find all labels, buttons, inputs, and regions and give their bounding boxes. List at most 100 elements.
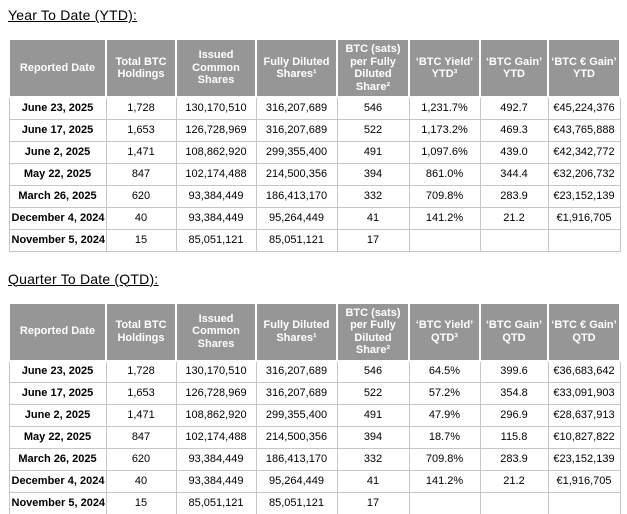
table-cell: 141.2%	[408, 470, 481, 493]
table-cell: June 17, 2025	[8, 118, 107, 142]
column-header-btc-sats-per-share: BTC (sats) per Fully Diluted Share²	[336, 301, 410, 362]
table-cell	[479, 228, 549, 252]
table-cell: 17	[336, 228, 410, 252]
column-header-btc-gain: ‘BTC Gain’ QTD	[479, 301, 549, 362]
table-row: June 23, 2025 1,728 130,170,510 316,207,689…	[8, 360, 621, 383]
column-header-btc-yield: ‘BTC Yield’ QTD³	[408, 301, 481, 362]
table-row: June 2, 2025 1,471 108,862,920 299,355,400 4…	[8, 140, 621, 164]
column-header-fully-diluted-shares: Fully Diluted Shares¹	[255, 38, 338, 98]
column-header-btc-eur-gain: ‘BTC € Gain’ YTD	[547, 38, 621, 98]
table-cell: 102,174,488	[175, 162, 257, 186]
table-row: November 5, 2024 15 85,051,121 85,051,121 17	[8, 492, 621, 514]
table-cell: 1,231.7%	[408, 96, 481, 120]
table-cell: 522	[336, 382, 410, 405]
table-cell: 126,728,969	[175, 118, 257, 142]
table-cell: 141.2%	[408, 206, 481, 230]
column-header-issued-common-shares: Issued Common Shares	[175, 301, 257, 362]
table-row: June 2, 2025 1,471 108,862,920 299,355,400 4…	[8, 404, 621, 427]
table-cell: 186,413,170	[255, 184, 338, 208]
table-cell: 214,500,356	[255, 162, 338, 186]
table-cell: 85,051,121	[175, 228, 257, 252]
table-cell: 1,653	[105, 118, 177, 142]
table-row: June 23, 2025 1,728 130,170,510 316,207,689…	[8, 96, 621, 120]
table-cell: €23,152,139	[547, 184, 621, 208]
table-cell: 102,174,488	[175, 426, 257, 449]
table-cell: 15	[105, 228, 177, 252]
ytd-section-title: Year To Date (YTD):	[8, 7, 138, 23]
table-cell: 394	[336, 162, 410, 186]
table-cell: 1,728	[105, 96, 177, 120]
table-cell: June 2, 2025	[8, 404, 107, 427]
table-cell: November 5, 2024	[8, 492, 107, 514]
table-cell: 316,207,689	[255, 96, 338, 120]
table-cell: 354.8	[479, 382, 549, 405]
table-cell: June 2, 2025	[8, 140, 107, 164]
ytd-header-row: Reported Date Total BTC Holdings Issued …	[8, 38, 621, 98]
table-cell: December 4, 2024	[8, 206, 107, 230]
table-cell: 17	[336, 492, 410, 514]
table-cell: 399.6	[479, 360, 549, 383]
table-cell: 21.2	[479, 470, 549, 493]
table-cell: 709.8%	[408, 448, 481, 471]
table-cell: 47.9%	[408, 404, 481, 427]
table-cell: 64.5%	[408, 360, 481, 383]
table-cell: €36,683,642	[547, 360, 621, 383]
table-cell: 299,355,400	[255, 140, 338, 164]
qtd-table: Reported Date Total BTC Holdings Issued …	[8, 301, 621, 514]
table-row: December 4, 2024 40 93,384,449 95,264,449 41…	[8, 206, 621, 230]
table-cell	[547, 228, 621, 252]
table-cell: 95,264,449	[255, 206, 338, 230]
table-cell: 709.8%	[408, 184, 481, 208]
column-header-reported-date: Reported Date	[8, 301, 107, 362]
table-cell: 1,471	[105, 404, 177, 427]
table-cell: 1,471	[105, 140, 177, 164]
table-cell: 344.4	[479, 162, 549, 186]
table-cell: 41	[336, 206, 410, 230]
table-cell: March 26, 2025	[8, 184, 107, 208]
table-cell: 620	[105, 448, 177, 471]
table-row: May 22, 2025 847 102,174,488 214,500,356 394…	[8, 426, 621, 449]
table-cell: 130,170,510	[175, 360, 257, 383]
table-cell: €45,224,376	[547, 96, 621, 120]
table-cell: 469.3	[479, 118, 549, 142]
table-cell: €43,765,888	[547, 118, 621, 142]
table-cell: 296.9	[479, 404, 549, 427]
column-header-reported-date: Reported Date	[8, 38, 107, 98]
table-cell: 57.2%	[408, 382, 481, 405]
table-cell: 15	[105, 492, 177, 514]
table-cell: 21.2	[479, 206, 549, 230]
column-header-total-btc-holdings: Total BTC Holdings	[105, 301, 177, 362]
table-cell: 108,862,920	[175, 404, 257, 427]
table-row: November 5, 2024 15 85,051,121 85,051,121 17	[8, 228, 621, 252]
table-cell: 93,384,449	[175, 448, 257, 471]
table-cell: May 22, 2025	[8, 426, 107, 449]
column-header-btc-eur-gain: ‘BTC € Gain’ QTD	[547, 301, 621, 362]
table-cell: 126,728,969	[175, 382, 257, 405]
table-cell	[408, 228, 481, 252]
table-cell: 95,264,449	[255, 470, 338, 493]
column-header-btc-sats-per-share: BTC (sats) per Fully Diluted Share²	[336, 38, 410, 98]
table-cell: 546	[336, 360, 410, 383]
table-cell: 115.8	[479, 426, 549, 449]
table-cell: 332	[336, 184, 410, 208]
qtd-section-title: Quarter To Date (QTD):	[8, 270, 159, 287]
table-cell: 522	[336, 118, 410, 142]
table-cell: 40	[105, 206, 177, 230]
table-cell: 316,207,689	[255, 360, 338, 383]
table-cell: 41	[336, 470, 410, 493]
table-cell: 1,728	[105, 360, 177, 383]
table-cell: 847	[105, 426, 177, 449]
column-header-btc-gain: ‘BTC Gain’ YTD	[479, 38, 549, 98]
table-cell: 546	[336, 96, 410, 120]
column-header-fully-diluted-shares: Fully Diluted Shares¹	[255, 301, 338, 362]
table-cell: €23,152,139	[547, 448, 621, 471]
table-row: March 26, 2025 620 93,384,449 186,413,170 33…	[8, 448, 621, 471]
table-cell: 620	[105, 184, 177, 208]
table-row: May 22, 2025 847 102,174,488 214,500,356 394…	[8, 162, 621, 186]
table-cell: 130,170,510	[175, 96, 257, 120]
table-cell: 214,500,356	[255, 426, 338, 449]
column-header-issued-common-shares: Issued Common Shares	[175, 38, 257, 98]
table-cell: 316,207,689	[255, 382, 338, 405]
table-cell: 394	[336, 426, 410, 449]
